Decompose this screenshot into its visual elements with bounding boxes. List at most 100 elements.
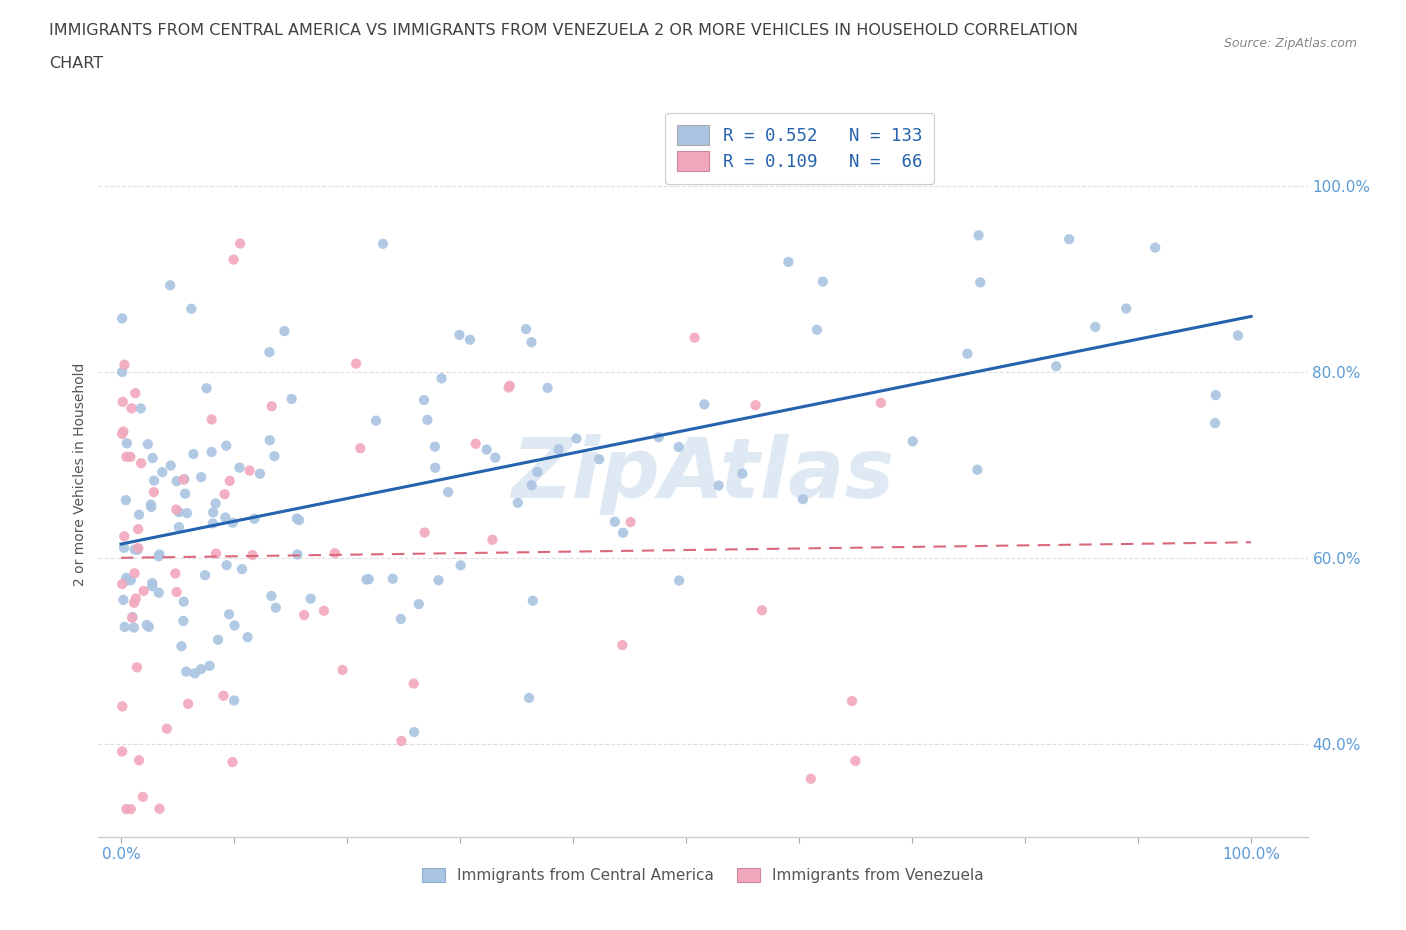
Point — [136, 437, 159, 452]
Point — [215, 558, 238, 573]
Point — [224, 618, 246, 633]
Point — [612, 525, 634, 540]
Point — [520, 478, 543, 493]
Point — [167, 520, 190, 535]
Point — [243, 512, 266, 526]
Point — [800, 771, 823, 786]
Point — [115, 449, 138, 464]
Point — [180, 301, 202, 316]
Point — [150, 465, 173, 480]
Point — [901, 434, 924, 449]
Point — [156, 722, 179, 737]
Point — [323, 546, 346, 561]
Point — [731, 466, 754, 481]
Point — [212, 688, 235, 703]
Point — [190, 470, 212, 485]
Point — [498, 380, 520, 395]
Point — [515, 322, 537, 337]
Point — [565, 432, 588, 446]
Point — [139, 498, 162, 512]
Point — [200, 445, 222, 459]
Point — [201, 516, 224, 531]
Point — [141, 576, 163, 591]
Point — [792, 492, 814, 507]
Point — [273, 324, 295, 339]
Point — [111, 699, 134, 714]
Point — [517, 690, 540, 705]
Point — [111, 744, 134, 759]
Point — [222, 252, 245, 267]
Point — [231, 562, 253, 577]
Point — [111, 394, 134, 409]
Point — [547, 442, 569, 457]
Point — [184, 666, 207, 681]
Point — [202, 505, 225, 520]
Point — [132, 790, 155, 804]
Point — [127, 540, 149, 555]
Point — [174, 486, 197, 501]
Point — [408, 597, 430, 612]
Point — [174, 664, 197, 679]
Point — [128, 753, 150, 768]
Point — [124, 386, 146, 401]
Point — [841, 694, 863, 709]
Point — [499, 379, 522, 393]
Point — [172, 472, 194, 487]
Point — [869, 395, 891, 410]
Point — [165, 566, 187, 581]
Point — [588, 452, 610, 467]
Point — [176, 506, 198, 521]
Point — [484, 450, 506, 465]
Point — [349, 441, 371, 456]
Point — [132, 583, 155, 598]
Point — [967, 228, 990, 243]
Point — [425, 460, 447, 475]
Point — [249, 466, 271, 481]
Point — [778, 255, 800, 270]
Point — [120, 449, 142, 464]
Point — [806, 323, 828, 338]
Point — [205, 546, 228, 561]
Point — [218, 607, 240, 622]
Point — [260, 399, 283, 414]
Point — [344, 356, 367, 371]
Y-axis label: 2 or more Vehicles in Household: 2 or more Vehicles in Household — [73, 363, 87, 586]
Point — [389, 734, 412, 749]
Point — [520, 335, 543, 350]
Point — [285, 511, 308, 525]
Point — [121, 610, 143, 625]
Point — [536, 380, 558, 395]
Point — [214, 486, 236, 501]
Point — [207, 632, 229, 647]
Point — [423, 439, 446, 454]
Point — [127, 542, 149, 557]
Point — [332, 662, 354, 677]
Point — [111, 311, 134, 325]
Point — [229, 236, 252, 251]
Point — [120, 401, 142, 416]
Point — [204, 496, 226, 511]
Point — [389, 612, 412, 627]
Point — [751, 603, 773, 618]
Point — [228, 460, 250, 475]
Point — [129, 456, 152, 471]
Point — [167, 505, 190, 520]
Point — [402, 676, 425, 691]
Point — [112, 529, 135, 544]
Point — [683, 330, 706, 345]
Point — [115, 493, 138, 508]
Text: CHART: CHART — [49, 56, 103, 71]
Point — [956, 346, 979, 361]
Point — [668, 440, 690, 455]
Point — [612, 638, 634, 653]
Point — [506, 496, 529, 511]
Point — [115, 802, 138, 817]
Point — [159, 278, 181, 293]
Point — [128, 507, 150, 522]
Point — [173, 472, 195, 486]
Point — [416, 412, 439, 427]
Point — [194, 567, 217, 582]
Point — [141, 578, 163, 593]
Point — [280, 392, 302, 406]
Point — [1227, 328, 1250, 343]
